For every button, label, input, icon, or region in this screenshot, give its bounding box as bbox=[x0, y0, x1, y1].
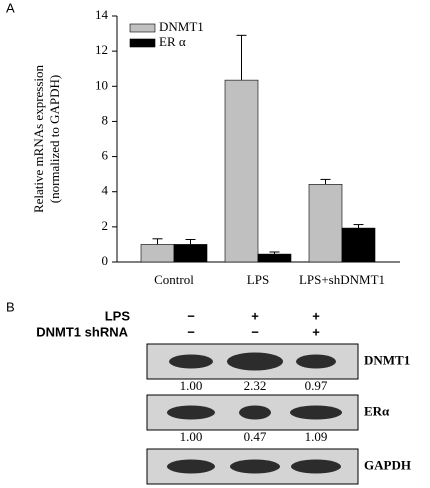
y-tick-label: 8 bbox=[102, 112, 109, 127]
blot-band bbox=[290, 405, 342, 420]
bar bbox=[224, 79, 259, 263]
treatment-label: DNMT1 shRNA bbox=[36, 324, 128, 339]
treatment-sign: + bbox=[312, 308, 320, 323]
treatment-sign: + bbox=[251, 308, 259, 323]
quantification: 0.97 bbox=[305, 378, 328, 393]
legend-swatch bbox=[129, 38, 156, 48]
treatment-sign: − bbox=[251, 324, 259, 339]
y-axis-label: (normalized to GAPDH) bbox=[47, 75, 62, 204]
treatment-sign: + bbox=[312, 324, 320, 339]
y-tick-label: 4 bbox=[102, 183, 109, 198]
x-tick-label: LPS bbox=[247, 272, 269, 287]
blot-band bbox=[239, 405, 271, 420]
blot-band bbox=[230, 459, 280, 474]
bar bbox=[308, 184, 343, 263]
quantification: 1.00 bbox=[180, 378, 203, 393]
treatment-sign: − bbox=[187, 308, 195, 323]
blot-label: DNMT1 bbox=[364, 352, 410, 367]
blot-label: GAPDH bbox=[364, 457, 411, 472]
bar bbox=[341, 227, 376, 263]
y-tick-label: 10 bbox=[95, 77, 108, 92]
y-tick-label: 6 bbox=[102, 148, 109, 163]
bar bbox=[173, 244, 208, 263]
blot-label: ERα bbox=[364, 403, 390, 418]
panel-label: B bbox=[6, 299, 15, 314]
quantification: 1.00 bbox=[180, 429, 203, 444]
y-tick-label: 14 bbox=[95, 7, 109, 22]
blot-band bbox=[291, 459, 341, 474]
blot-band bbox=[167, 459, 215, 474]
x-tick-label: LPS+shDNMT1 bbox=[299, 272, 385, 287]
blot-band bbox=[227, 352, 283, 371]
treatment-sign: − bbox=[187, 324, 195, 339]
blot-band bbox=[169, 354, 213, 369]
bar bbox=[140, 244, 175, 263]
y-axis-label: Relative mRNAs expression bbox=[31, 64, 46, 213]
legend-swatch bbox=[129, 23, 156, 33]
y-tick-label: 2 bbox=[102, 218, 109, 233]
quantification: 1.09 bbox=[305, 429, 328, 444]
y-tick-label: 0 bbox=[102, 253, 109, 268]
bar bbox=[257, 253, 292, 263]
legend-label: DNMT1 bbox=[159, 19, 204, 34]
blot-band bbox=[167, 405, 215, 420]
blot-band bbox=[296, 354, 336, 369]
panel-label: A bbox=[6, 0, 15, 15]
quantification: 0.47 bbox=[244, 429, 267, 444]
treatment-label: LPS bbox=[105, 308, 131, 323]
x-tick-label: Control bbox=[154, 272, 194, 287]
legend-label: ER α bbox=[159, 34, 186, 49]
quantification: 2.32 bbox=[244, 378, 267, 393]
y-tick-label: 12 bbox=[95, 42, 108, 57]
